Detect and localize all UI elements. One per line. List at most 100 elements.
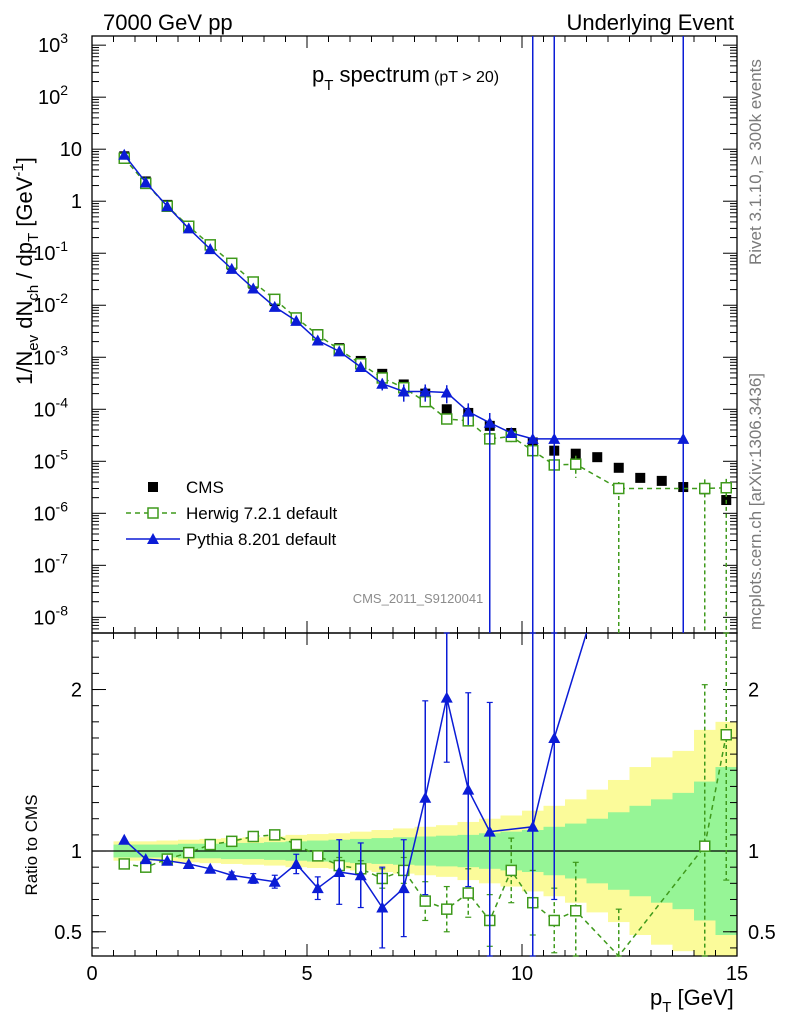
ratio-point (183, 846, 195, 859)
data-point (290, 314, 303, 326)
ratio-point (225, 869, 238, 881)
ratio-point (397, 882, 410, 894)
x-tick-label: 0 (86, 963, 97, 985)
ratio-point (441, 903, 453, 915)
ratio-point (354, 869, 367, 881)
y-tick-label: 10-2 (33, 290, 68, 317)
ratio-point (161, 854, 174, 866)
ratio-point (440, 691, 453, 703)
data-point (268, 300, 281, 312)
ratio-point (526, 820, 539, 832)
axes: 0 5 10 15 10-8 10-7 10-6 10-5 10-4 10-3 10-2 10-1 1 1… (33, 30, 776, 985)
data-point (311, 334, 324, 346)
mcplots-label: mcplots.cern.ch [arXiv:1306.3436] (746, 373, 765, 630)
ratio-point (720, 728, 732, 741)
series-cms (119, 151, 732, 506)
x-tick-label: 5 (301, 963, 312, 985)
data-point (613, 482, 625, 495)
ratio-point (548, 914, 560, 927)
header-left: 7000 GeV pp (103, 10, 233, 35)
ratio-y-tick-label: 0.5 (54, 922, 82, 944)
analysis-watermark: CMS_2011_S9120041 (353, 591, 484, 606)
legend-label: Herwig 7.2.1 default (186, 504, 337, 523)
ratio-point (268, 875, 281, 887)
ratio-point (699, 840, 711, 852)
data-point (592, 452, 603, 463)
data-point (635, 472, 646, 483)
legend-marker (147, 507, 159, 519)
ratio-point (269, 829, 281, 841)
header-right: Underlying Event (566, 10, 734, 35)
y-tick-label: 102 (38, 82, 68, 109)
data-point (354, 360, 367, 372)
panel-title: pT spectrum (pT > 20) (312, 62, 499, 94)
ratio-point (204, 838, 216, 851)
legend-label: Pythia 8.201 default (186, 530, 337, 549)
data-marks (118, 36, 732, 958)
data-point (118, 148, 131, 160)
series-line (123, 154, 684, 440)
ratio-point (312, 850, 324, 862)
ratio-point (226, 835, 238, 848)
y-tick-label: 10-4 (33, 394, 68, 421)
rivet-label: Rivet 3.1.10, ≥ 300k events (746, 59, 765, 265)
y-tick-label: 10-8 (33, 602, 68, 629)
y-tick-label: 10-5 (33, 446, 68, 473)
ratio-point (483, 825, 496, 837)
ratio-y-tick-label-right: 0.5 (748, 922, 776, 944)
ratio-point (548, 731, 561, 743)
ratio-point (462, 783, 475, 795)
legend: CMS Herwig 7.2.1 default Pythia 8.201 defa… (126, 478, 337, 549)
legend-item-cms: CMS (148, 478, 224, 497)
data-point (182, 222, 195, 234)
data-point (656, 475, 667, 486)
ratio-point (290, 838, 302, 851)
ratio-point (570, 905, 582, 917)
x-tick-label: 10 (511, 963, 533, 985)
ratio-point (247, 872, 260, 884)
data-point (139, 176, 152, 188)
legend-item-herwig: Herwig 7.2.1 default (126, 504, 337, 523)
data-point (247, 282, 260, 294)
data-point (677, 432, 690, 444)
data-point (441, 404, 452, 415)
data-point (505, 426, 518, 438)
y-tick-label: 10 (60, 139, 82, 161)
legend-item-pythia: Pythia 8.201 default (126, 530, 337, 549)
data-point (699, 482, 711, 495)
data-point (376, 377, 389, 389)
y-axis-label: 1/Nev dNch / dpT [GeV-1] (10, 157, 42, 385)
ratio-point (182, 857, 195, 869)
y-tick-label: 103 (38, 30, 68, 57)
data-point (161, 200, 174, 212)
data-point (397, 385, 410, 397)
ratio-y-tick-label: 1 (71, 841, 82, 863)
data-point (570, 448, 581, 459)
ratio-y-tick-label-right: 2 (748, 680, 759, 702)
data-point (613, 462, 624, 473)
ratio-y-tick-label: 2 (71, 680, 82, 702)
data-point (483, 416, 496, 428)
legend-marker (148, 482, 158, 492)
ratio-axis-label: Ratio to CMS (22, 794, 41, 895)
data-point (441, 413, 453, 425)
data-point (419, 385, 432, 397)
ratio-point (462, 887, 474, 899)
y-tick-label: 10-3 (33, 342, 68, 369)
data-point (333, 345, 346, 357)
y-tick-label: 1 (71, 191, 82, 213)
ratio-point (419, 791, 432, 803)
data-point (204, 243, 217, 255)
ratio-series-pythia (118, 632, 588, 957)
data-point (548, 432, 561, 444)
ratio-y-tick-label-right: 1 (748, 841, 759, 863)
series-pythia (118, 36, 690, 633)
ratio-point (419, 895, 431, 907)
ratio-point (333, 866, 346, 878)
legend-marker (147, 533, 159, 544)
ratio-point (247, 830, 259, 843)
data-point (225, 262, 238, 274)
y-tick-label: 10-6 (33, 498, 68, 525)
